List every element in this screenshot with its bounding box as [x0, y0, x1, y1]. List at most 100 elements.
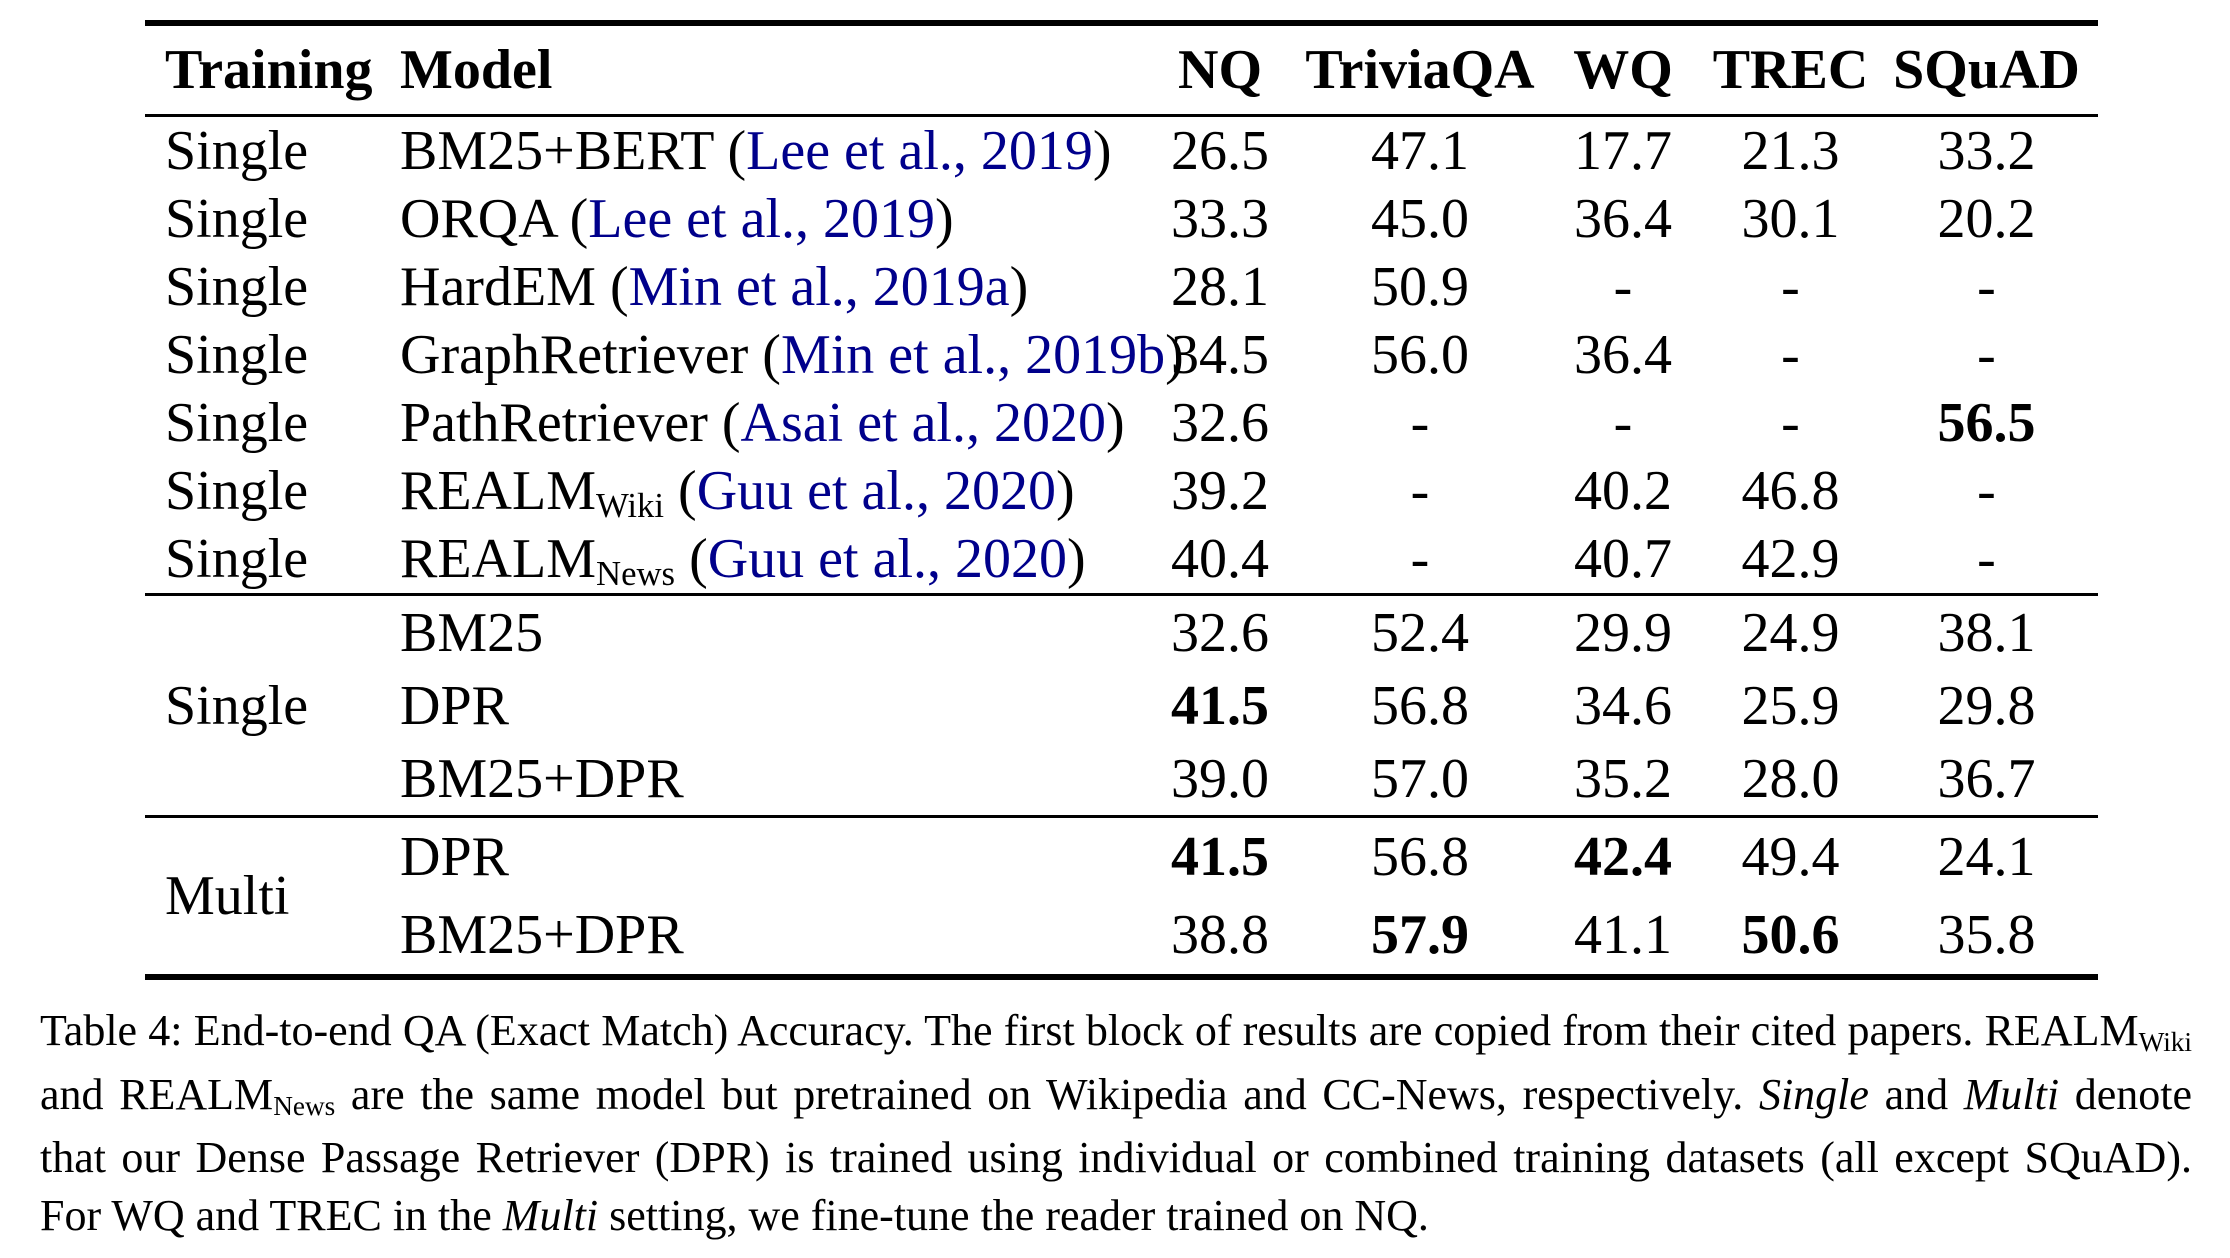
value-cell: 36.4 — [1574, 188, 1672, 250]
model-name: DPR — [400, 826, 509, 888]
table-row: Single REALMNews (Guu et al., 2020) 40.4 - 4… — [145, 525, 2098, 595]
value-cell: 47.1 — [1371, 120, 1469, 182]
model-cell: HardEM (Min et al., 2019a) — [400, 256, 1029, 318]
value-cell: 36.4 — [1574, 324, 1672, 386]
value-cell: 30.1 — [1741, 188, 1840, 250]
table-caption: Table 4: End-to-end QA (Exact Match) Acc… — [40, 1002, 2192, 1244]
value-cell: - — [1977, 256, 1996, 318]
value-cell: 34.6 — [1574, 674, 1672, 737]
model-name: GraphRetriever — [400, 324, 749, 386]
model-cell: BM25+DPR — [400, 742, 1140, 817]
value-cell: 56.8 — [1371, 826, 1469, 888]
value-cell: 57.9 — [1371, 904, 1469, 966]
value-cell: - — [1410, 392, 1430, 454]
table-block-2: Single BM25 32.6 52.4 29.9 24.9 38.1 DPR 41.5 56.… — [145, 595, 2098, 817]
value-cell: - — [1977, 324, 1996, 386]
model-subscript: Wiki — [596, 485, 665, 525]
caption-text: REALM — [1984, 1006, 2139, 1055]
model-cell: REALMNews (Guu et al., 2020) — [400, 528, 1086, 593]
table-block-3: Multi DPR 41.5 56.8 42.4 49.4 24.1 BM25+DPR 38.8… — [145, 817, 2098, 978]
value-cell: 21.3 — [1741, 120, 1840, 182]
value-cell: 39.2 — [1171, 460, 1269, 522]
caption-text: Multi — [1963, 1069, 2060, 1119]
value-cell: 24.1 — [1937, 826, 2036, 888]
value-cell: 40.4 — [1171, 528, 1269, 590]
model-name: BM25+DPR — [400, 904, 684, 966]
model-name: ORQA — [400, 188, 556, 250]
table-row: Single ORQA (Lee et al., 2019) 33.3 45.0 36.… — [145, 185, 2098, 253]
caption-text: and — [1868, 1069, 1964, 1119]
column-header-training: Training — [165, 39, 373, 101]
model-name: HardEM — [400, 256, 596, 318]
table-row: BM25+DPR 39.0 57.0 35.2 28.0 36.7 — [145, 742, 2098, 817]
training-cell: Single — [165, 324, 309, 386]
training-cell: Single — [165, 188, 309, 250]
value-cell: 49.4 — [1741, 826, 1840, 888]
value-cell: 46.8 — [1741, 460, 1840, 522]
value-cell: 50.9 — [1371, 256, 1469, 318]
value-cell: 32.6 — [1171, 392, 1269, 454]
model-name: REALM — [400, 528, 596, 590]
citation-link[interactable]: Lee et al., 2019 — [588, 188, 935, 250]
model-cell: PathRetriever (Asai et al., 2020) — [400, 392, 1125, 454]
training-cell: Multi — [165, 865, 290, 927]
value-cell: 57.0 — [1371, 747, 1469, 810]
table-header-row: Training Model NQ TriviaQA WQ TREC SQuAD — [145, 23, 2098, 116]
value-cell: - — [1781, 256, 1800, 318]
value-cell: - — [1410, 528, 1430, 590]
value-cell: 56.5 — [1937, 392, 2036, 454]
value-cell: 33.3 — [1171, 188, 1269, 250]
value-cell: 33.2 — [1937, 120, 2036, 182]
value-cell: 20.2 — [1937, 188, 2036, 250]
citation-link[interactable]: Lee et al., 2019 — [746, 120, 1093, 182]
table-row: Single REALMWiki (Guu et al., 2020) 39.2 - 4… — [145, 457, 2098, 525]
value-cell: 28.0 — [1741, 747, 1840, 810]
value-cell: 40.2 — [1574, 460, 1672, 522]
caption-text: News — [273, 1090, 336, 1121]
model-cell: BM25 — [400, 595, 1140, 670]
caption-text: and REALM — [40, 1069, 274, 1119]
value-cell: - — [1613, 256, 1633, 318]
value-cell: 45.0 — [1371, 188, 1469, 250]
results-table-container: Training Model NQ TriviaQA WQ TREC SQuAD… — [145, 20, 2098, 980]
value-cell: 25.9 — [1741, 674, 1840, 737]
caption-text: setting, we fine-tune the reader trained… — [598, 1190, 1429, 1240]
caption-text: are the same model but pretrained on Wik… — [335, 1069, 1759, 1119]
value-cell: 29.8 — [1937, 674, 2036, 737]
value-cell: 41.1 — [1574, 904, 1672, 966]
value-cell: 36.7 — [1937, 747, 2036, 810]
citation-link[interactable]: Guu et al., 2020 — [696, 460, 1056, 522]
training-cell: Single — [165, 120, 309, 182]
model-cell: DPR — [400, 817, 1140, 897]
table-row: DPR 41.5 56.8 34.6 25.9 29.8 — [145, 669, 2098, 742]
value-cell: 38.8 — [1171, 904, 1269, 966]
table-row: BM25+DPR 38.8 57.9 41.1 50.6 35.8 — [145, 896, 2098, 977]
citation-link[interactable]: Guu et al., 2020 — [707, 528, 1068, 590]
training-cell: Single — [165, 528, 309, 590]
table-block-1: Single BM25+BERT (Lee et al., 2019) 26.5 47… — [145, 116, 2098, 595]
value-cell: 17.7 — [1574, 120, 1672, 182]
column-header-model: Model — [400, 39, 553, 101]
training-cell: Single — [165, 256, 309, 318]
value-cell: 24.9 — [1741, 601, 1840, 664]
value-cell: 42.4 — [1574, 826, 1672, 888]
value-cell: - — [1781, 324, 1800, 386]
citation-link[interactable]: Min et al., 2019a — [628, 256, 1010, 318]
value-cell: 52.4 — [1371, 601, 1469, 664]
table-row: Single GraphRetriever (Min et al., 2019b)… — [145, 321, 2098, 389]
value-cell: 34.5 — [1171, 324, 1269, 386]
table-row: Multi DPR 41.5 56.8 42.4 49.4 24.1 — [145, 817, 2098, 927]
training-cell: Single — [165, 674, 309, 737]
column-header-nq: NQ — [1178, 39, 1262, 101]
table-row: Single HardEM (Min et al., 2019a) 28.1 50.9… — [145, 253, 2098, 321]
value-cell: 41.5 — [1171, 826, 1269, 888]
value-cell: 26.5 — [1171, 120, 1269, 182]
value-cell: 56.8 — [1371, 674, 1469, 737]
model-cell: DPR — [400, 669, 1140, 742]
citation-link[interactable]: Asai et al., 2020 — [740, 392, 1107, 454]
value-cell: 35.2 — [1574, 747, 1672, 810]
training-cell: Single — [165, 392, 309, 454]
citation-link[interactable]: Min et al., 2019b — [780, 324, 1166, 386]
model-name: BM25 — [400, 601, 544, 664]
